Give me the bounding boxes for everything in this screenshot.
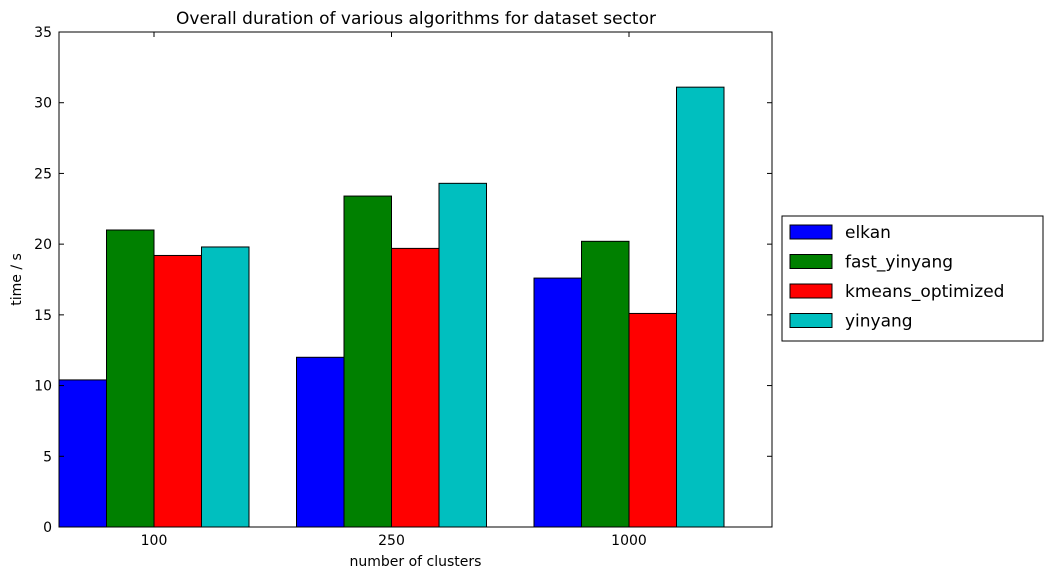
bar-kmeans_optimized-1000 [628, 312, 677, 528]
bar-fast_yinyang-250 [343, 195, 392, 528]
bar-yinyang-100 [201, 246, 250, 528]
bar-elkan-250 [296, 356, 345, 528]
plot-frame [58, 31, 773, 528]
legend-swatch-elkan [789, 224, 833, 240]
legend-swatch-fast_yinyang [789, 254, 833, 269]
y-tick-label: 20 [34, 237, 52, 253]
bar-yinyang-1000 [676, 86, 725, 528]
legend-swatch-kmeans_optimized [789, 283, 833, 299]
legend-label-yinyang: yinyang [845, 312, 913, 332]
legend-label-fast_yinyang: fast_yinyang [845, 253, 953, 273]
bar-yinyang-250 [438, 182, 487, 528]
legend-label-elkan: elkan [845, 223, 891, 243]
legend-swatch-yinyang [789, 313, 833, 328]
bars-group [58, 86, 725, 528]
y-axis-label: time / s [9, 253, 25, 306]
x-tick-label: 250 [378, 533, 405, 549]
chart-title: Overall duration of various algorithms f… [176, 9, 656, 29]
y-tick-label: 15 [34, 308, 52, 324]
bar-kmeans_optimized-100 [153, 254, 202, 528]
y-tick-label: 35 [34, 25, 52, 41]
bar-elkan-1000 [533, 277, 582, 528]
bar-fast_yinyang-1000 [581, 240, 630, 528]
bar-kmeans_optimized-250 [391, 247, 440, 528]
ticks-group: 100 250 1000 0 5 10 15 20 25 30 35 [34, 25, 772, 549]
y-tick-label: 25 [34, 166, 52, 182]
legend-label-kmeans_optimized: kmeans_optimized [845, 282, 1004, 302]
y-tick-label: 0 [43, 520, 52, 536]
x-axis-label: number of clusters [350, 554, 482, 570]
y-tick-label: 10 [34, 379, 52, 395]
y-tick-label: 30 [34, 96, 52, 112]
x-tick-label: 1000 [611, 533, 647, 549]
bar-fast_yinyang-100 [106, 229, 155, 528]
y-tick-label: 5 [43, 449, 52, 465]
bar-elkan-100 [58, 379, 107, 528]
x-tick-label: 100 [141, 533, 168, 549]
